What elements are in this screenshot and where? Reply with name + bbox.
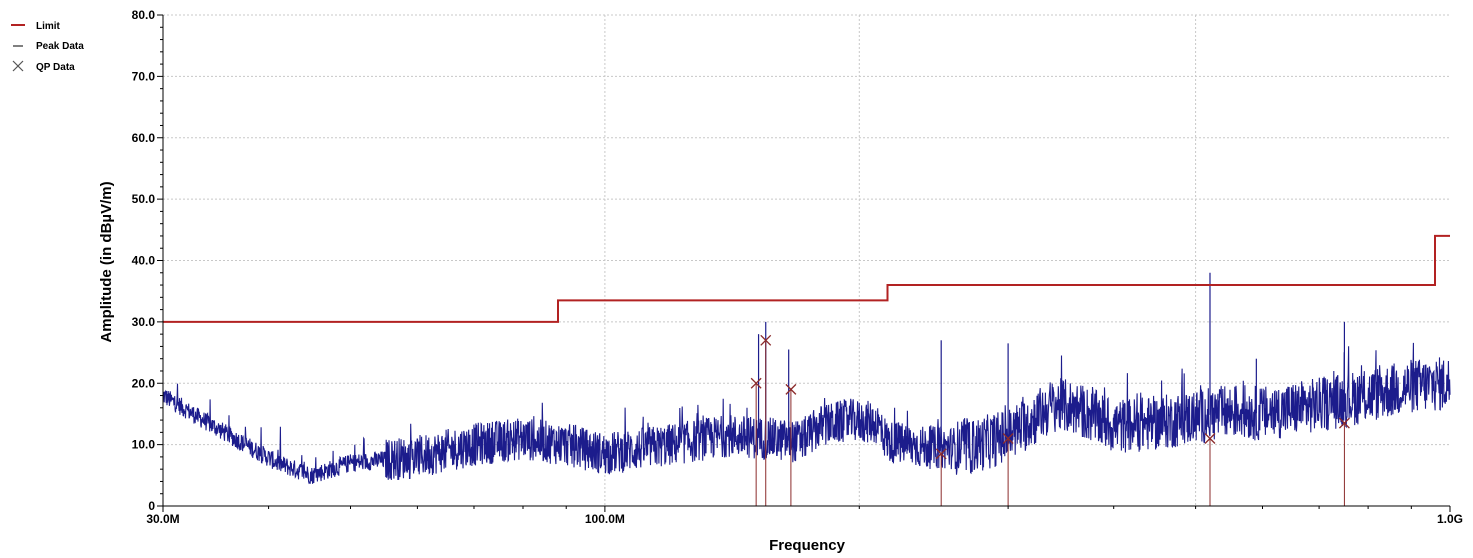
x-tick-label-1: 100.0M — [585, 512, 625, 526]
qp-point-6 — [1338, 417, 1350, 506]
qp-point-2 — [785, 383, 797, 506]
qp-point-0 — [750, 377, 762, 506]
limit-line — [163, 234, 1450, 323]
peak-data-series — [162, 342, 1451, 485]
y-axis-title: Amplitude (in dBµV/m) — [98, 181, 115, 342]
axes — [157, 14, 1451, 512]
peak-data-trace — [162, 342, 1451, 485]
y-tick-label-0: 0 — [148, 499, 155, 513]
x-tick-label-0: 30.0M — [146, 512, 179, 526]
y-axis-ticks: 0 10.0 20.0 30.0 40.0 50.0 60.0 70.0 80.0 — [132, 8, 156, 513]
x-axis-title: Frequency — [769, 537, 846, 554]
limit-series — [163, 234, 1450, 323]
legend-peak-label: Peak Data — [36, 41, 84, 52]
y-tick-label-6: 60.0 — [132, 131, 156, 145]
qp-data-series — [750, 334, 1350, 506]
legend: Limit Peak Data QP Data — [11, 21, 84, 73]
legend-limit-label: Limit — [36, 21, 61, 32]
qp-point-5 — [1204, 433, 1216, 506]
y-tick-label-1: 10.0 — [132, 438, 156, 452]
legend-qp-marker — [12, 60, 24, 72]
x-tick-label-2: 1.0G — [1437, 512, 1463, 526]
qp-point-3 — [935, 448, 947, 506]
y-tick-label-7: 70.0 — [132, 69, 156, 83]
y-tick-label-5: 50.0 — [132, 192, 156, 206]
x-axis-ticks: 30.0M 100.0M 1.0G — [146, 512, 1463, 526]
y-tick-label-2: 20.0 — [132, 376, 156, 390]
legend-qp-label: QP Data — [36, 62, 75, 73]
y-tick-label-3: 30.0 — [132, 315, 156, 329]
qp-point-4 — [1002, 433, 1014, 506]
y-tick-label-4: 40.0 — [132, 254, 156, 268]
y-tick-label-8: 80.0 — [132, 8, 156, 22]
qp-point-1 — [760, 334, 772, 506]
